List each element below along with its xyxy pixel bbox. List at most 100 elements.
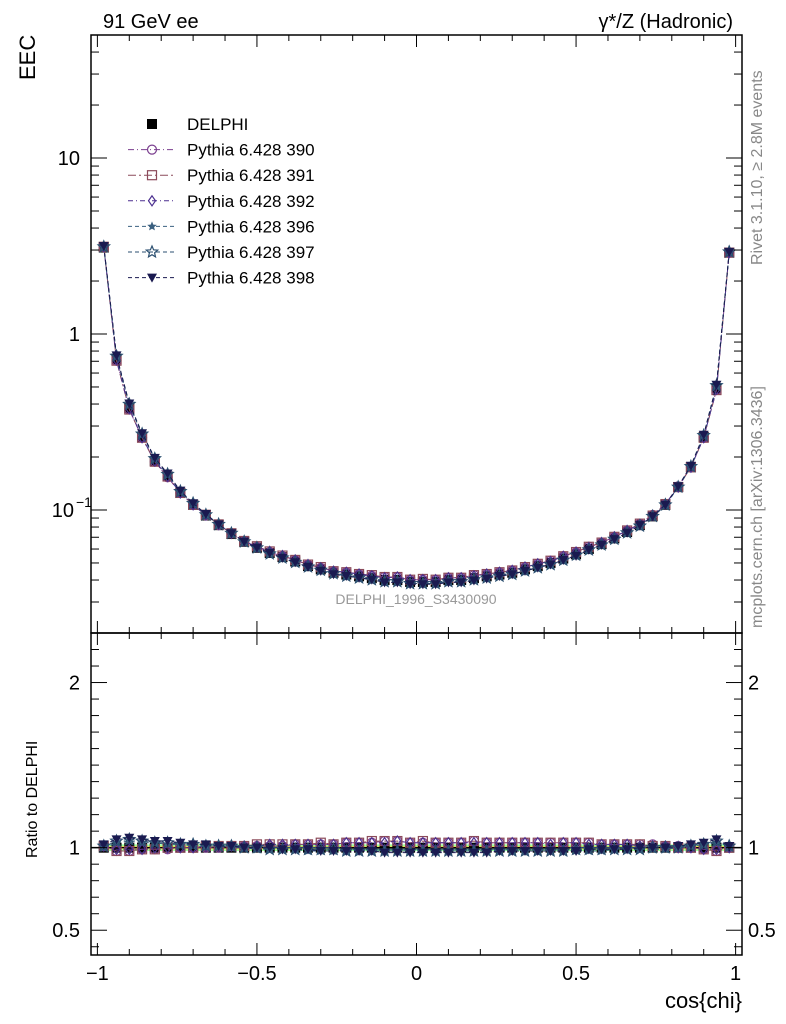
x-tick-label: 1 — [730, 963, 741, 985]
series-point-tri-down — [634, 521, 645, 531]
legend-marker — [146, 144, 158, 155]
ratio-point-diamond — [125, 843, 134, 856]
ratio-point-tri-down — [188, 840, 199, 850]
ratio-line-square — [103, 840, 730, 852]
series-point-tri-down — [315, 566, 326, 576]
series-point-tri-down — [622, 528, 633, 538]
ratio-data-point — [124, 842, 135, 853]
ratio-line-star-open — [103, 838, 730, 852]
series-point-tri-down — [571, 551, 582, 561]
ratio-point-tri-down — [290, 845, 301, 855]
mcplots-label: mcplots.cern.ch [arXiv:1306.3436] — [749, 386, 766, 628]
ratio-point-tri-down — [200, 840, 211, 850]
series-point-tri-down — [468, 576, 479, 586]
series-point-tri-down — [251, 543, 262, 553]
series-point-tri-down — [698, 430, 709, 440]
ratio-y-tick-label: 0.5 — [52, 920, 80, 942]
legend-label: Pythia 6.428 397 — [187, 243, 315, 262]
ratio-y-tick-label-right: 0.5 — [748, 920, 776, 942]
series-point-tri-down — [188, 499, 199, 509]
series-point-tri-down — [200, 510, 211, 520]
ratio-point-tri-down — [571, 846, 582, 856]
x-tick-label: −0.5 — [237, 963, 276, 985]
series-point-tri-down — [366, 575, 377, 585]
ratio-point-diamond — [112, 843, 121, 856]
y-tick-label-exponent: −1 — [76, 494, 92, 510]
series-point-tri-down — [532, 563, 543, 573]
ratio-point-tri-down — [315, 846, 326, 856]
series-point-tri-down — [290, 558, 301, 568]
ratio-point-tri-down — [583, 845, 594, 855]
ratio-point-tri-down — [175, 838, 186, 848]
series-point-tri-down — [341, 572, 352, 582]
series-point-tri-down — [456, 578, 467, 588]
ratio-y-tick-label: 1 — [69, 838, 80, 860]
ratio-point-tri-down — [111, 835, 122, 845]
ratio-point-tri-down — [239, 843, 250, 853]
ratio-point-diamond — [712, 843, 721, 856]
ratio-point-tri-down — [622, 845, 633, 855]
ratio-point-square — [111, 845, 122, 857]
series-point-tri-down — [303, 562, 313, 572]
ratio-point-tri-down — [724, 842, 735, 852]
series-point-tri-down — [137, 429, 148, 439]
series-point-tri-down — [494, 572, 505, 582]
xlabel: cos{chi} — [665, 988, 742, 1013]
ratio-point-tri-down — [660, 843, 671, 853]
ratio-point-tri-down — [685, 840, 696, 850]
ratio-point-tri-down — [443, 848, 454, 858]
x-tick-label: −1 — [86, 963, 109, 985]
header-right: γ*/Z (Hadronic) — [599, 11, 733, 33]
series-point-tri-down — [520, 566, 530, 576]
analysis-label: DELPHI_1996_S3430090 — [335, 591, 496, 607]
ratio-point-square — [711, 845, 722, 857]
main-plot-marks — [96, 239, 737, 590]
series-point-tri-down — [583, 545, 594, 555]
x-tick-label: 0 — [411, 963, 422, 985]
series-point-tri-down — [609, 535, 620, 545]
series-point-tri-down — [111, 351, 122, 361]
ratio-point-tri-down — [545, 846, 556, 856]
series-point-tri-down — [443, 578, 454, 588]
series-point-tri-down — [481, 574, 492, 584]
series-point-tri-down — [417, 580, 428, 590]
ratio-point-tri-down — [366, 846, 377, 856]
series-point-tri-down — [673, 482, 684, 492]
series-point-tri-down — [328, 570, 339, 580]
ratio-point-tri-down — [456, 848, 467, 858]
series-point-tri-down — [175, 486, 186, 496]
ratio-point-tri-down — [609, 845, 620, 855]
series-point-tri-down — [213, 520, 224, 530]
series-point-tri-down — [149, 453, 160, 463]
series-point-tri-down — [354, 573, 365, 583]
y-tick-label: 1 — [69, 324, 80, 346]
legend-marker — [147, 119, 157, 129]
ratio-point-tri-down — [251, 843, 262, 853]
series-point-tri-down — [124, 399, 135, 409]
legend-marker — [146, 170, 158, 181]
ratio-point-tri-down — [149, 837, 160, 847]
series-point-tri-down — [239, 537, 250, 547]
series-point-tri-down — [685, 461, 696, 471]
main-ylabel: EEC — [15, 35, 40, 80]
series-point-tri-down — [558, 556, 569, 566]
ratio-point-square — [124, 845, 135, 857]
ratio-point-tri-down — [137, 835, 148, 845]
ratio-data-point — [111, 842, 122, 853]
ratio-point-tri-down — [124, 833, 135, 843]
ratio-point-tri-down — [647, 843, 658, 853]
ratio-point-tri-down — [264, 843, 275, 853]
ratio-point-tri-down — [405, 848, 416, 858]
ratio-point-tri-down — [468, 848, 479, 858]
series-line-tri-down — [103, 245, 730, 585]
legend-marker — [144, 244, 160, 259]
legend-label: Pythia 6.428 391 — [187, 166, 315, 185]
legend-marker — [147, 194, 157, 207]
ratio-point-tri-down — [532, 846, 543, 856]
y-tick-label: 10 — [52, 500, 74, 522]
ratio-point-tri-down — [481, 848, 492, 858]
series-point-tri-down — [647, 512, 658, 522]
ratio-plot-marks — [91, 831, 742, 858]
